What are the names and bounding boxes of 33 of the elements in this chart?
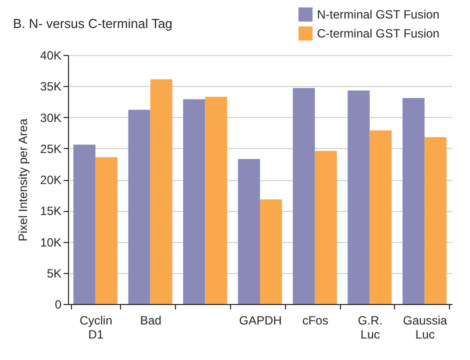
legend-label: C-terminal GST Fusion	[317, 26, 440, 40]
y-tick-label: 15K	[40, 204, 62, 218]
x-tick-label: cFos	[302, 314, 328, 328]
y-tick-label: 20K	[40, 173, 62, 187]
y-tick-label: 5K	[46, 266, 62, 280]
x-tick-label: GAPDH	[239, 314, 282, 328]
x-tick-label: G.R. Luc	[358, 314, 383, 342]
bar	[348, 90, 370, 304]
chart-title: B. N- versus C-terminal Tag	[13, 16, 172, 31]
bar	[128, 110, 150, 304]
y-tick-label: 25K	[40, 142, 62, 156]
y-tick-label: 30K	[40, 110, 62, 125]
bar	[150, 79, 172, 304]
bar	[314, 150, 337, 304]
bar	[292, 88, 315, 304]
x-tick-label: Cyclin D1	[80, 314, 112, 342]
x-tick-label: Gaussia Luc	[403, 314, 448, 342]
bar	[370, 130, 392, 304]
bar	[260, 199, 282, 304]
bar	[402, 98, 425, 304]
y-tick-label: 10K	[40, 235, 62, 250]
bar	[183, 99, 206, 304]
x-tick-label: Bad	[140, 314, 162, 328]
bar	[424, 137, 447, 304]
bar	[238, 158, 260, 304]
y-tick-label: 0	[54, 298, 62, 312]
bar	[95, 157, 118, 304]
legend-label: N-terminal GST Fusion	[317, 8, 440, 22]
y-axis-title: Pixel Intensity per Area	[16, 118, 30, 242]
bar	[73, 144, 96, 304]
y-tick-label: 35K	[40, 80, 62, 94]
bar	[205, 96, 228, 304]
y-tick-label: 40K	[40, 48, 62, 62]
